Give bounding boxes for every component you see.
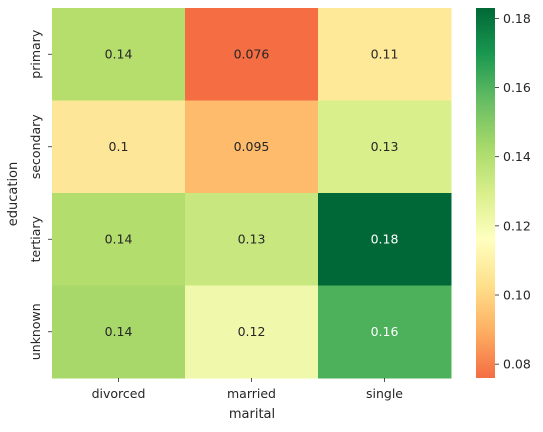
cell-value-label: 0.16 [371,324,399,339]
colorbar-tick-label: 0.18 [503,11,531,26]
heatmap-cell [185,8,319,101]
heatmap-cell [318,193,452,286]
x-tick-label: single [366,386,403,401]
colorbar-tick-label: 0.14 [503,149,531,164]
colorbar-tick-label: 0.16 [503,80,531,95]
heatmap-cell [52,8,186,101]
heatmap-cell [52,100,186,194]
cell-value-label: 0.14 [105,324,133,339]
cell-value-label: 0.18 [371,231,399,246]
heatmap-cell [185,100,319,194]
heatmap-cell [52,285,186,379]
x-axis-ticks: divorced married single [92,378,403,401]
colorbar-ticks: 0.08 0.10 0.12 0.14 0.16 0.18 [495,11,531,372]
cell-value-label: 0.076 [234,46,270,61]
cell-value-label: 0.12 [238,324,266,339]
cell-value-label: 0.13 [371,139,399,154]
y-tick-label: tertiary [28,216,43,263]
cell-value-label: 0.14 [105,46,133,61]
y-tick-label: primary [28,29,43,79]
y-tick-label: unknown [28,303,43,360]
heatmap-cell [185,285,319,379]
x-tick-label: divorced [92,386,146,401]
colorbar-tick-label: 0.08 [503,357,531,372]
cell-value-label: 0.13 [238,231,266,246]
heatmap-cell [185,193,319,286]
heatmap-cell [318,8,452,101]
cell-value-label: 0.11 [371,46,399,61]
cell-value-label: 0.095 [234,139,270,154]
cell-value-label: 0.1 [109,139,129,154]
x-tick-label: married [227,386,276,401]
x-axis-label: marital [229,407,275,422]
y-axis-label: education [6,162,21,227]
colorbar-tick-label: 0.10 [503,288,531,303]
heatmap-cells: 0.14 0.076 0.11 0.1 0.095 0.13 0.14 0.13 0.18 0.1… [52,8,452,379]
y-axis-ticks: primary secondary tertiary unknown [28,29,52,360]
heatmap-cell [52,193,186,286]
cell-value-label: 0.14 [105,231,133,246]
colorbar [476,8,495,378]
heatmap-cell [318,100,452,194]
y-tick-label: secondary [28,114,43,179]
colorbar-tick-label: 0.12 [503,218,531,233]
heatmap-cell [318,285,452,379]
